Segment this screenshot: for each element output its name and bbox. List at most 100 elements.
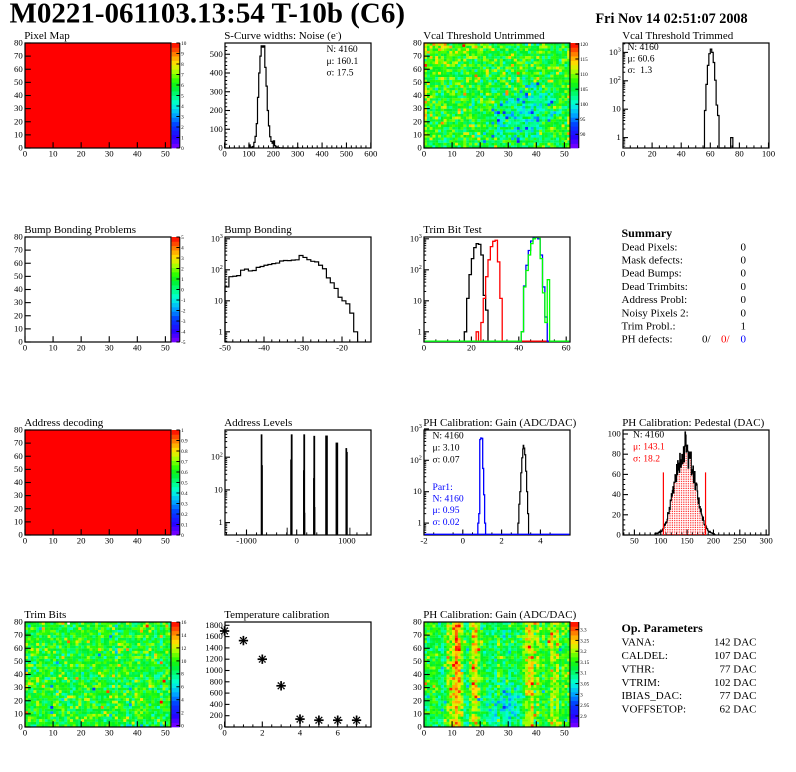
svg-text:102: 102 <box>211 452 223 462</box>
svg-text:0: 0 <box>422 727 427 737</box>
svg-text:30: 30 <box>105 535 114 545</box>
svg-text:Trim Bit Test: Trim Bit Test <box>423 224 482 236</box>
svg-text:5: 5 <box>181 235 184 241</box>
svg-text:50: 50 <box>161 342 170 352</box>
svg-text:30: 30 <box>14 297 23 307</box>
svg-text:20: 20 <box>612 509 621 519</box>
svg-text:20: 20 <box>413 116 422 126</box>
svg-text:10: 10 <box>49 148 58 158</box>
svg-text:-2: -2 <box>420 535 427 545</box>
svg-text:20: 20 <box>476 148 485 158</box>
svg-text:50: 50 <box>413 77 422 87</box>
svg-text:μ: 60.6: μ: 60.6 <box>628 54 655 65</box>
svg-text:100: 100 <box>654 535 668 545</box>
svg-text:0: 0 <box>218 722 223 732</box>
svg-text:10: 10 <box>413 708 422 718</box>
svg-text:30: 30 <box>105 342 114 352</box>
svg-text:-4: -4 <box>181 329 186 335</box>
svg-text:40: 40 <box>677 148 686 158</box>
svg-text:Dead Trimbits:: Dead Trimbits: <box>622 281 688 293</box>
svg-text:3: 3 <box>181 256 184 262</box>
svg-text:50: 50 <box>14 271 23 281</box>
svg-text:40: 40 <box>133 535 142 545</box>
svg-text:300: 300 <box>210 86 224 96</box>
svg-text:3.15: 3.15 <box>580 660 589 666</box>
svg-text:20: 20 <box>413 695 422 705</box>
svg-text:0: 0 <box>23 727 28 737</box>
svg-text:20: 20 <box>14 695 23 705</box>
svg-text:30: 30 <box>14 490 23 500</box>
svg-text:120: 120 <box>580 42 588 48</box>
svg-text:Vcal Threshold Untrimmed: Vcal Threshold Untrimmed <box>423 30 545 42</box>
svg-text:80: 80 <box>413 617 422 627</box>
svg-text:-2: -2 <box>181 308 186 314</box>
svg-text:10: 10 <box>612 104 621 114</box>
svg-text:N: 4160: N: 4160 <box>433 430 464 441</box>
svg-text:-40: -40 <box>258 342 270 352</box>
svg-text:6: 6 <box>181 685 184 691</box>
svg-text:600: 600 <box>364 148 378 158</box>
svg-text:0: 0 <box>616 530 621 540</box>
svg-text:50: 50 <box>560 148 569 158</box>
svg-text:103: 103 <box>609 47 621 57</box>
svg-text:-1000: -1000 <box>236 535 257 545</box>
svg-text:-50: -50 <box>219 342 231 352</box>
svg-text:6: 6 <box>181 83 184 89</box>
svg-text:1: 1 <box>616 132 620 142</box>
svg-text:40: 40 <box>514 342 523 352</box>
svg-text:VTRIM:: VTRIM: <box>622 677 661 689</box>
svg-text:0: 0 <box>18 337 23 347</box>
svg-text:20: 20 <box>648 148 657 158</box>
svg-text:0: 0 <box>621 148 626 158</box>
svg-text:4: 4 <box>298 727 303 737</box>
svg-text:20: 20 <box>77 535 86 545</box>
svg-text:80: 80 <box>413 38 422 48</box>
svg-text:4: 4 <box>181 698 184 704</box>
svg-text:300: 300 <box>760 535 774 545</box>
svg-text:0: 0 <box>218 143 223 153</box>
svg-text:0: 0 <box>18 530 23 540</box>
svg-text:N: 4160: N: 4160 <box>633 429 664 440</box>
svg-text:0: 0 <box>741 255 747 267</box>
svg-text:40: 40 <box>532 148 541 158</box>
svg-text:3: 3 <box>181 114 184 120</box>
svg-text:70: 70 <box>413 630 422 640</box>
svg-text:3.05: 3.05 <box>580 682 589 688</box>
svg-text:2: 2 <box>181 266 184 272</box>
svg-text:PH defects:: PH defects: <box>622 334 673 346</box>
svg-text:30: 30 <box>14 103 23 113</box>
svg-text:6: 6 <box>335 727 340 737</box>
svg-text:800: 800 <box>210 676 224 686</box>
svg-text:Dead Pixels:: Dead Pixels: <box>622 241 678 253</box>
svg-text:PH Calibration: Gain (ADC/DAC): PH Calibration: Gain (ADC/DAC) <box>423 609 576 621</box>
svg-text:50: 50 <box>413 656 422 666</box>
svg-text:0: 0 <box>741 307 747 319</box>
svg-text:80: 80 <box>14 425 23 435</box>
svg-text:70: 70 <box>14 51 23 61</box>
svg-text:400: 400 <box>315 148 329 158</box>
svg-text:200: 200 <box>210 710 224 720</box>
svg-text:102: 102 <box>211 264 223 274</box>
svg-text:50: 50 <box>161 148 170 158</box>
svg-text:2: 2 <box>499 535 503 545</box>
svg-text:0: 0 <box>181 724 184 730</box>
svg-text:8: 8 <box>181 672 184 678</box>
svg-text:102 DAC: 102 DAC <box>714 677 756 689</box>
svg-text:Bump Bonding Problems: Bump Bonding Problems <box>24 224 136 236</box>
svg-text:1: 1 <box>218 326 222 336</box>
svg-text:102: 102 <box>410 455 422 465</box>
svg-text:30: 30 <box>504 727 513 737</box>
svg-text:σ: 0.07: σ: 0.07 <box>433 455 460 466</box>
svg-text:Mask defects:: Mask defects: <box>622 255 683 267</box>
svg-text:60: 60 <box>706 148 715 158</box>
svg-text:10: 10 <box>413 295 422 305</box>
svg-text:-3: -3 <box>181 319 186 325</box>
svg-text:0: 0 <box>23 342 28 352</box>
svg-text:-20: -20 <box>336 342 348 352</box>
svg-text:0: 0 <box>222 727 227 737</box>
svg-text:500: 500 <box>340 148 354 158</box>
svg-text:1400: 1400 <box>205 642 223 652</box>
svg-text:Temperature calibration: Temperature calibration <box>224 609 330 621</box>
svg-text:0.7: 0.7 <box>181 459 188 465</box>
svg-text:1: 1 <box>181 135 184 141</box>
